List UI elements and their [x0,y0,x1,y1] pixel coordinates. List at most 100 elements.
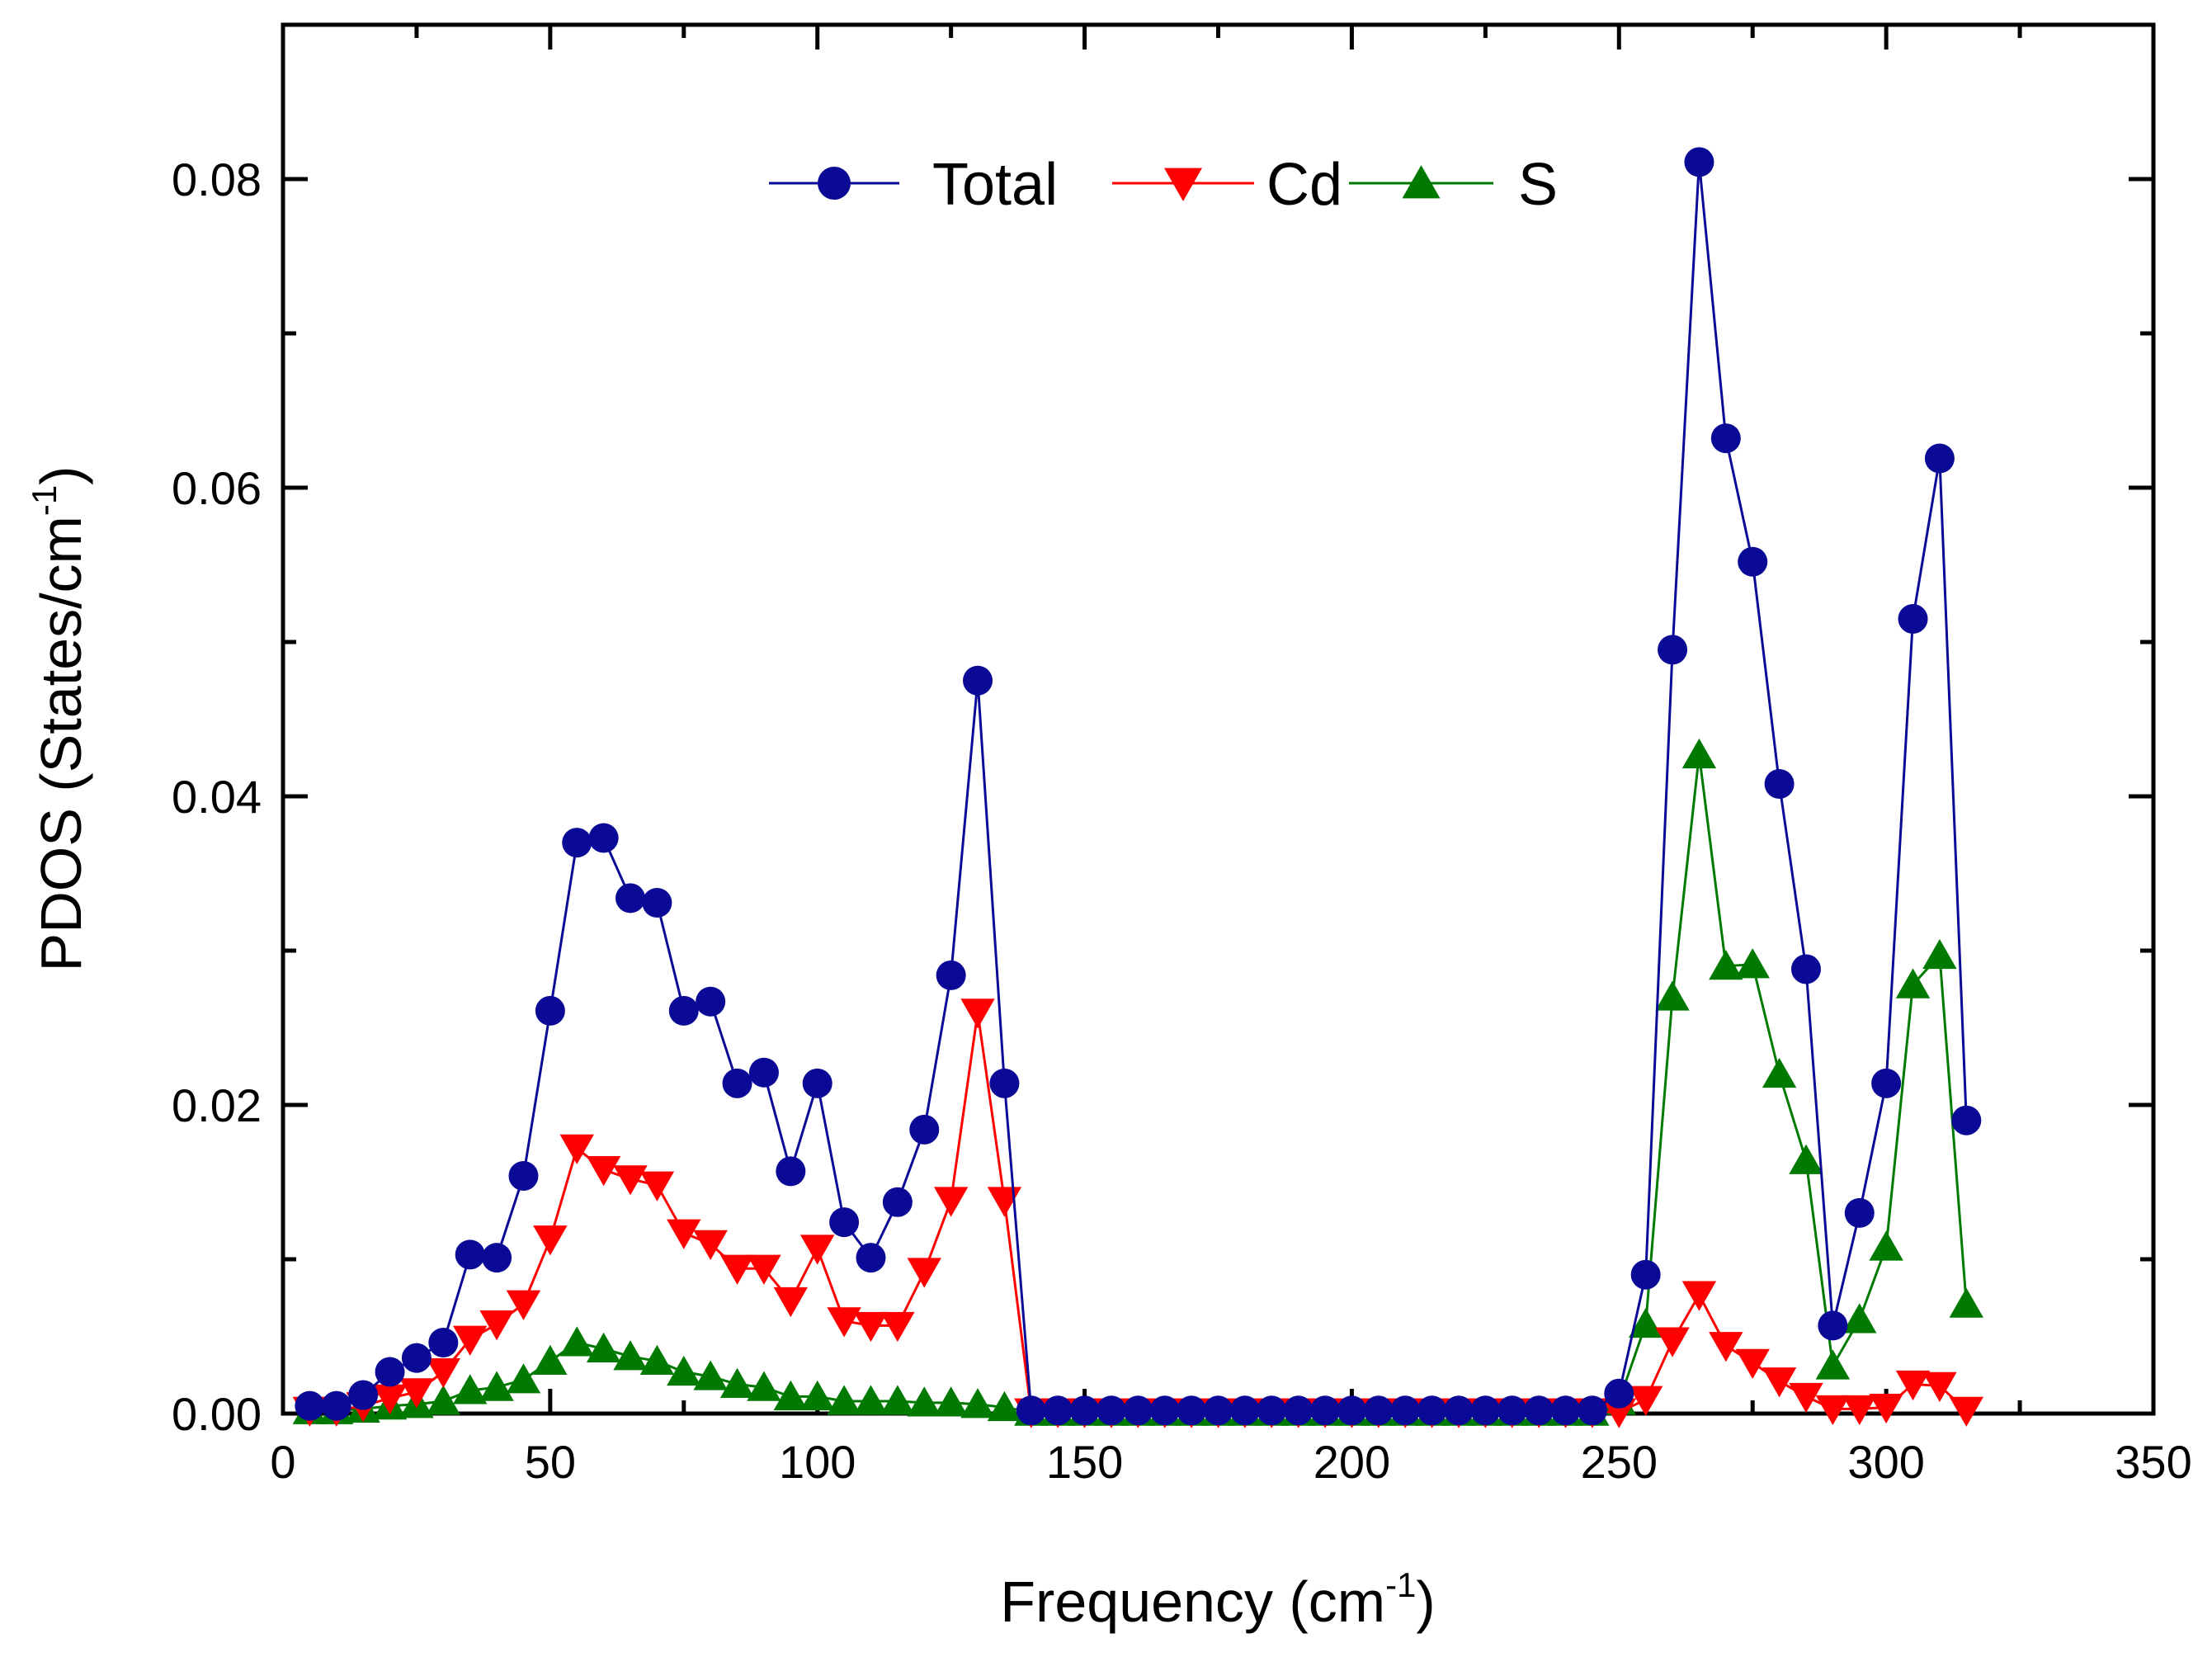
data-point-total [642,888,672,918]
data-point-total [428,1327,459,1357]
data-point-total [1951,1105,1982,1135]
data-point-cd [693,1230,728,1260]
data-point-cd [399,1378,434,1409]
data-point-total [1898,603,1928,634]
data-point-total [1497,1395,1527,1426]
data-point-s [1735,948,1770,979]
legend-marker-cd [1164,168,1202,201]
data-point-s [1655,980,1690,1011]
data-point-s [479,1371,514,1401]
data-point-cd [639,1171,675,1201]
data-point-cd [800,1234,835,1265]
y-axis-title-main: PDOS (States/cm [29,516,93,971]
data-point-s [639,1344,675,1375]
y-tick-label: 0.08 [172,153,262,205]
data-point-total [802,1068,832,1098]
data-point-total [1604,1378,1634,1409]
data-point-total [668,995,699,1026]
data-point-total [508,1161,539,1192]
series-line-cd [309,1012,1968,1414]
data-point-total [1658,635,1688,665]
data-point-total [1844,1197,1875,1228]
data-point-cd [1949,1396,1983,1427]
x-tick-label: 100 [779,1436,856,1488]
data-point-cd [506,1290,541,1320]
data-point-cd [1735,1348,1770,1379]
data-point-total [588,823,619,853]
legend-item-cd: Cd [1112,152,1342,218]
plot-frame [281,22,2156,1416]
data-point-total [1363,1395,1394,1426]
data-point-cd [1655,1327,1690,1357]
data-point-cd [933,1187,969,1217]
data-point-total [989,1068,1020,1098]
y-tick-label: 0.02 [172,1079,262,1131]
data-point-total [1229,1395,1260,1426]
data-point-total [562,828,592,858]
data-point-cd [1789,1382,1823,1414]
data-point-cd [960,998,995,1029]
data-point-total [482,1243,512,1273]
legend-item-total: Total [769,152,1058,218]
y-tick-label: 0.06 [172,462,262,514]
data-point-total [375,1357,405,1387]
data-point-s [880,1385,915,1415]
data-point-total [615,883,646,913]
data-point-cd [1628,1386,1663,1416]
x-tick-label: 350 [2115,1436,2191,1488]
data-point-total [722,1068,752,1098]
data-point-s [800,1380,835,1410]
x-tick-label: 250 [1581,1436,1658,1488]
data-point-s [426,1385,461,1415]
data-point-s [1762,1057,1797,1088]
data-point-cd [1869,1393,1903,1424]
data-point-total [1069,1395,1100,1426]
series-line-s [309,754,1968,1414]
data-point-s [693,1360,728,1390]
x-axis-title: Frequency (cm-1) [1000,1565,1435,1634]
data-point-cd [1895,1370,1931,1401]
data-point-cd [1815,1395,1851,1426]
data-point-total [1790,954,1821,984]
data-point-cd [667,1219,701,1249]
data-point-total [963,665,993,696]
data-point-total [1684,147,1714,177]
data-point-cd [719,1254,755,1285]
data-point-total [1710,423,1741,454]
data-point-s [853,1385,889,1415]
data-point-total [1550,1395,1581,1426]
data-point-cd [1922,1371,1957,1403]
data-point-total [1417,1395,1447,1426]
data-point-s [987,1390,1022,1422]
data-point-total [1818,1310,1848,1341]
x-tick-label: 150 [1046,1436,1123,1488]
x-tick-label: 200 [1314,1436,1390,1488]
x-axis-title-tail: ) [1416,1570,1435,1634]
data-point-total [1390,1395,1421,1426]
series-total [295,147,1982,1426]
x-tick-label: 50 [525,1436,576,1488]
data-point-cd [586,1155,621,1187]
data-point-total [1764,769,1795,800]
legend-item-s: S [1349,152,1558,218]
data-point-s [1949,1287,1983,1318]
data-point-total [1630,1259,1661,1290]
data-point-cd [479,1310,514,1341]
data-point-s [747,1371,781,1401]
data-point-total [1310,1395,1341,1426]
data-point-s [667,1355,701,1386]
legend-label-s: S [1518,152,1558,218]
data-point-total [321,1390,351,1421]
data-point-cd [880,1311,915,1343]
data-point-s [1842,1303,1877,1334]
data-point-cd [533,1225,568,1256]
data-point-cd [1709,1332,1743,1362]
data-point-total [1337,1395,1367,1426]
data-point-cd [1762,1367,1797,1398]
data-point-total [748,1057,779,1088]
legend-marker-total [818,167,851,200]
data-point-total [1871,1068,1902,1098]
data-point-cd [1681,1281,1717,1311]
x-tick-label: 0 [270,1436,295,1488]
